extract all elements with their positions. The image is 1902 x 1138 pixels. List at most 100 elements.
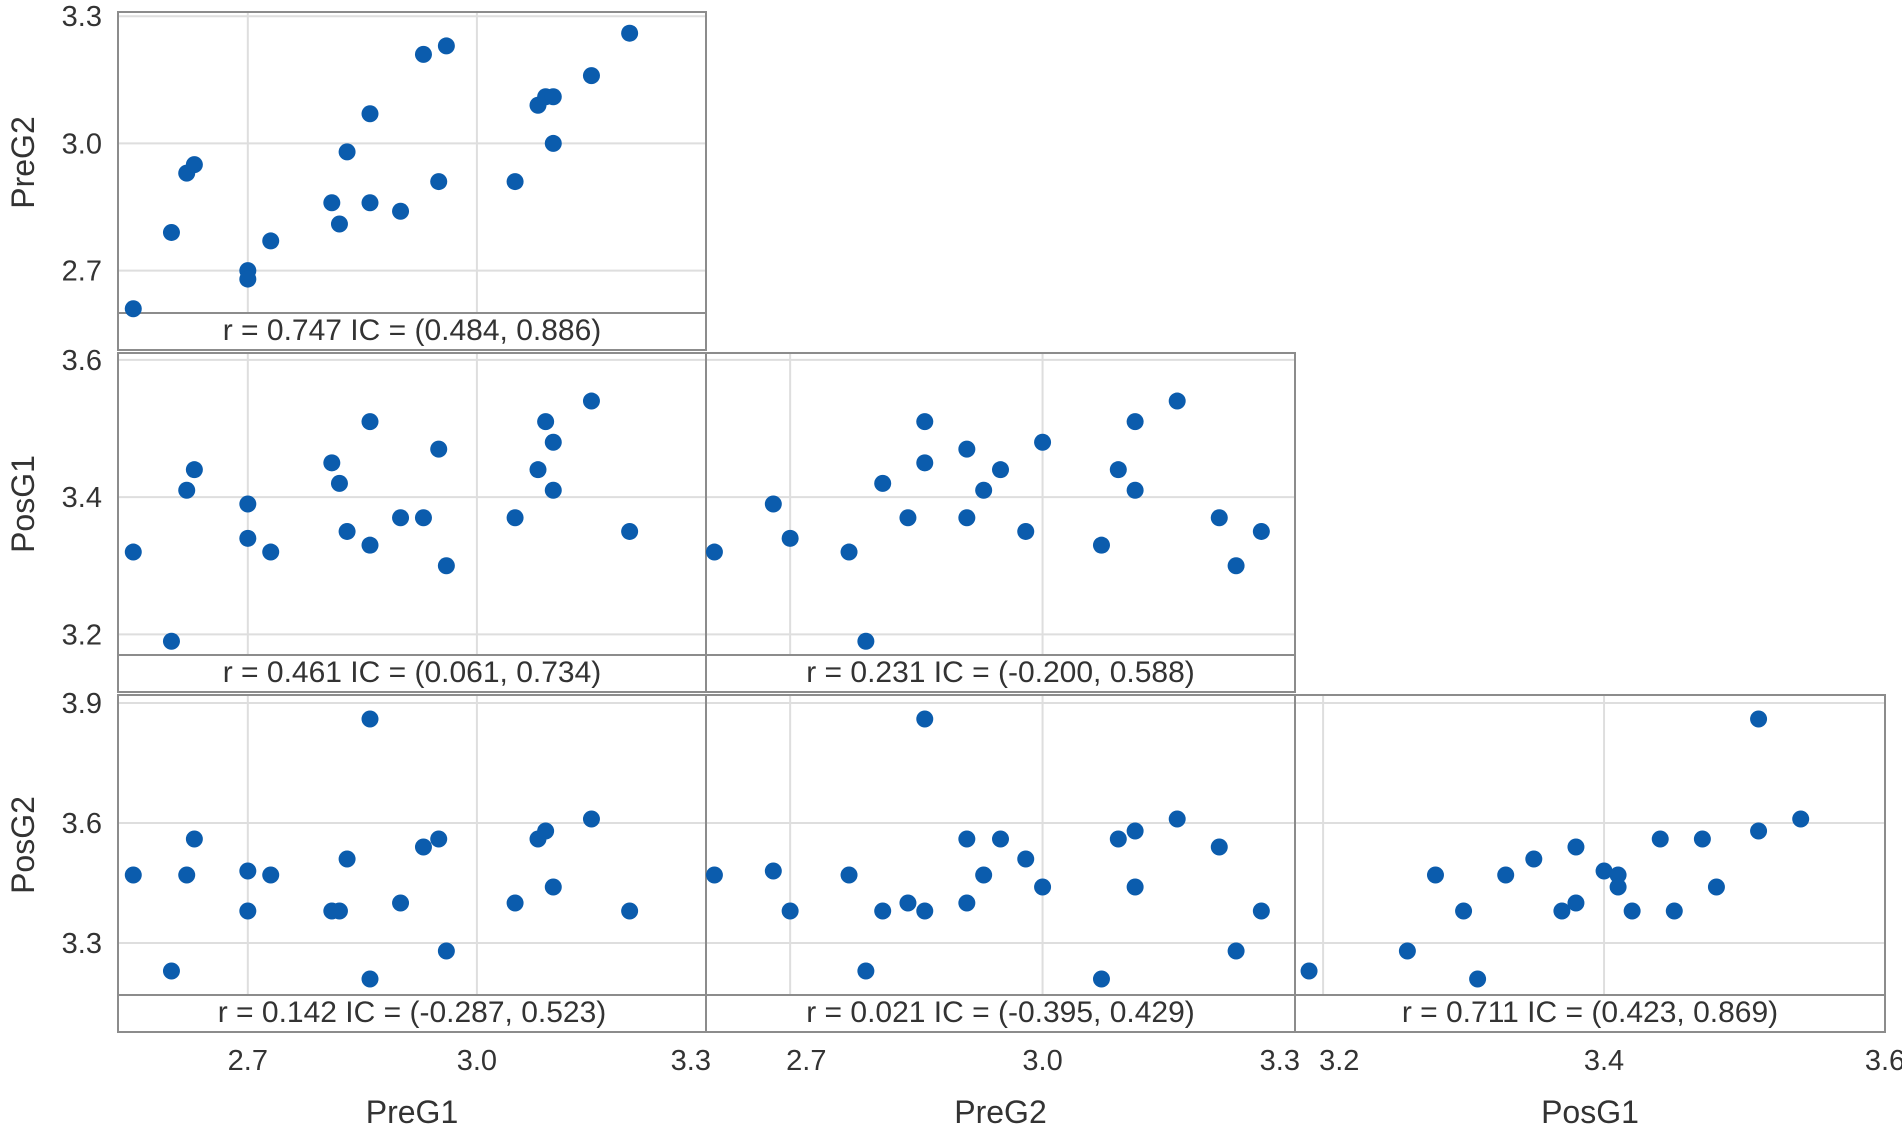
data-point <box>1651 830 1669 848</box>
data-point <box>899 509 917 527</box>
x-tick-label: 3.3 <box>671 1045 711 1077</box>
data-point <box>361 413 379 431</box>
data-point <box>330 474 348 492</box>
data-point <box>975 866 993 884</box>
data-point <box>178 481 196 499</box>
data-point <box>414 509 432 527</box>
correlation-label-posg2-vs-preg2: r = 0.021 IC = (-0.395, 0.429) <box>806 996 1195 1029</box>
data-point <box>705 866 723 884</box>
data-point <box>874 902 892 920</box>
data-point <box>1750 822 1768 840</box>
panel-frame-posg1-vs-preg1 <box>117 352 707 693</box>
data-point <box>621 902 639 920</box>
y-tick-label: 3.3 <box>62 1 102 33</box>
x-tick-label: 3.0 <box>457 1045 497 1077</box>
data-point <box>1609 878 1627 896</box>
data-point <box>582 810 600 828</box>
data-point <box>239 495 257 513</box>
y-axis-label-posg2: PosG2 <box>5 796 41 894</box>
data-point <box>1553 902 1571 920</box>
data-point <box>239 529 257 547</box>
data-point <box>1750 710 1768 728</box>
panel-frame-preg2-vs-preg1 <box>117 11 707 351</box>
correlation-label-preg2-vs-preg1: r = 0.747 IC = (0.484, 0.886) <box>223 314 602 347</box>
data-point <box>162 962 180 980</box>
x-axis-label-preg1: PreG1 <box>366 1094 458 1130</box>
data-point <box>124 543 142 561</box>
data-point <box>506 173 524 191</box>
data-point <box>958 894 976 912</box>
data-point <box>1210 838 1228 856</box>
data-point <box>185 461 203 479</box>
data-point <box>1168 392 1186 410</box>
data-point <box>1034 878 1052 896</box>
data-point <box>124 866 142 884</box>
data-point <box>1034 433 1052 451</box>
data-point <box>958 440 976 458</box>
data-point <box>1252 522 1270 540</box>
data-point <box>239 270 257 288</box>
data-point <box>262 232 280 250</box>
x-tick-label: 2.7 <box>228 1045 268 1077</box>
data-point <box>361 970 379 988</box>
y-axis-label-posg1: PosG1 <box>5 455 41 553</box>
data-point <box>544 481 562 499</box>
data-point <box>992 830 1009 848</box>
data-point <box>239 862 257 880</box>
data-point <box>1126 481 1144 499</box>
data-point <box>430 830 448 848</box>
data-point <box>1426 866 1444 884</box>
correlation-label-posg2-vs-preg1: r = 0.142 IC = (-0.287, 0.523) <box>218 996 607 1029</box>
data-point <box>361 710 379 728</box>
data-point <box>1497 866 1515 884</box>
y-tick-label: 2.7 <box>62 256 102 288</box>
y-tick-label: 3.2 <box>62 619 102 651</box>
data-point <box>1469 970 1487 988</box>
x-tick-label: 2.7 <box>786 1045 826 1077</box>
correlation-label-posg1-vs-preg2: r = 0.231 IC = (-0.200, 0.588) <box>806 656 1195 689</box>
data-point <box>124 300 142 318</box>
data-point <box>1455 902 1473 920</box>
data-point <box>1126 822 1144 840</box>
data-point <box>162 632 180 650</box>
x-tick-label: 3.3 <box>1260 1045 1300 1077</box>
data-point <box>840 543 858 561</box>
data-point <box>840 866 858 884</box>
data-point <box>1623 902 1641 920</box>
data-point <box>338 522 356 540</box>
data-point <box>544 88 562 106</box>
data-point <box>1210 509 1228 527</box>
data-point <box>621 522 639 540</box>
y-tick-label: 3.3 <box>62 928 102 960</box>
data-point <box>857 632 875 650</box>
x-tick-label: 3.6 <box>1865 1045 1902 1077</box>
data-point <box>323 454 341 472</box>
data-point <box>582 67 600 85</box>
panel-frame-posg1-vs-preg2 <box>705 352 1296 693</box>
data-point <box>874 474 892 492</box>
x-tick-label: 3.2 <box>1319 1045 1359 1077</box>
data-point <box>899 894 917 912</box>
data-point <box>764 495 782 513</box>
data-point <box>1567 838 1585 856</box>
data-point <box>392 202 410 220</box>
data-point <box>437 942 455 960</box>
data-point <box>185 156 203 174</box>
panel-frame-posg2-vs-posg1 <box>1294 694 1886 1033</box>
data-point <box>262 543 280 561</box>
data-point <box>361 194 379 212</box>
data-point <box>544 433 562 451</box>
y-axis-label-preg2: PreG2 <box>5 116 41 208</box>
data-point <box>1707 878 1725 896</box>
data-point <box>1017 850 1035 868</box>
x-tick-label: 3.0 <box>1022 1045 1062 1077</box>
data-point <box>1792 810 1810 828</box>
data-point <box>781 529 799 547</box>
data-point <box>430 440 448 458</box>
data-point <box>506 894 524 912</box>
x-tick-label: 3.4 <box>1584 1045 1624 1077</box>
data-point <box>338 850 356 868</box>
data-point <box>1567 894 1585 912</box>
data-point <box>529 461 547 479</box>
